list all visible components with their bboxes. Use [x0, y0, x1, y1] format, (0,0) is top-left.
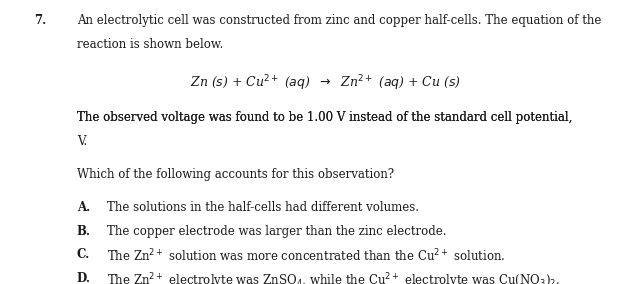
Text: The Zn$^{2+}$ electrolyte was ZnSO$_4$, while the Cu$^{2+}$ electrolyte was Cu(N: The Zn$^{2+}$ electrolyte was ZnSO$_4$, … [108, 272, 561, 284]
Text: A.: A. [77, 201, 90, 214]
Text: reaction is shown below.: reaction is shown below. [77, 37, 223, 51]
Text: 7.: 7. [34, 14, 46, 27]
Text: The Zn$^{2+}$ solution was more concentrated than the Cu$^{2+}$ solution.: The Zn$^{2+}$ solution was more concentr… [108, 248, 506, 265]
Text: Zn ($s$) + Cu$^{2+}$ ($aq$)  $\rightarrow$  Zn$^{2+}$ ($aq$) + Cu ($s$): Zn ($s$) + Cu$^{2+}$ ($aq$) $\rightarrow… [190, 73, 461, 93]
Text: The observed voltage was found to be 1.00 V instead of the standard cell potenti: The observed voltage was found to be 1.0… [77, 111, 576, 124]
Text: D.: D. [77, 272, 91, 284]
Text: The observed voltage was found to be 1.00 V instead of the standard cell potenti: The observed voltage was found to be 1.0… [77, 111, 576, 124]
Text: B.: B. [77, 225, 91, 237]
Text: C.: C. [77, 248, 90, 261]
Text: The solutions in the half-cells had different volumes.: The solutions in the half-cells had diff… [108, 201, 419, 214]
Text: An electrolytic cell was constructed from zinc and copper half-cells. The equati: An electrolytic cell was constructed fro… [77, 14, 601, 27]
Text: Which of the following accounts for this observation?: Which of the following accounts for this… [77, 168, 394, 181]
Text: The copper electrode was larger than the zinc electrode.: The copper electrode was larger than the… [108, 225, 447, 237]
Text: V.: V. [77, 135, 87, 148]
